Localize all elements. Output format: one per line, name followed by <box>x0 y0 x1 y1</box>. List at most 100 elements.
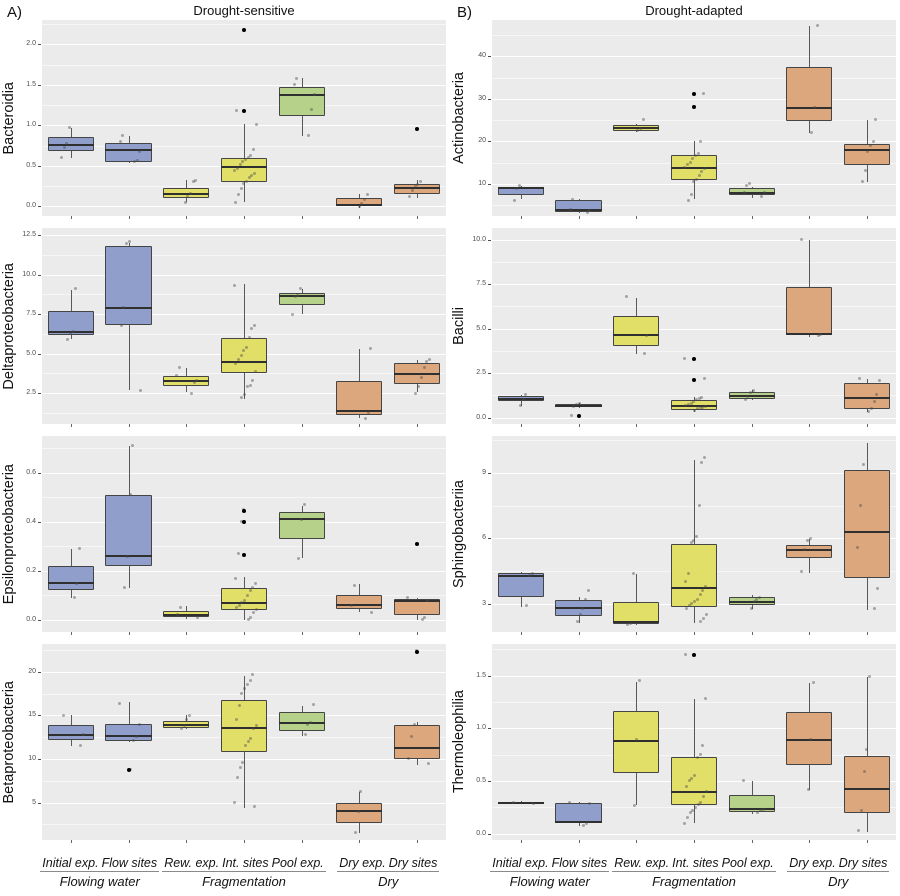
minor-gridline <box>42 546 446 548</box>
x-group-label: Fragmentation <box>652 874 736 889</box>
jitter-point <box>243 393 247 397</box>
x-tick-mark <box>578 424 580 427</box>
box <box>336 802 383 823</box>
y-tick-column: 0.0 0.5 1.0 1.5 <box>467 644 492 840</box>
x-category-label: Int. sites <box>672 856 719 870</box>
median-line <box>278 294 325 297</box>
jitter-point <box>363 198 367 202</box>
column-title-drought-adapted: Drought-adapted <box>645 3 743 18</box>
jitter-point <box>370 610 374 614</box>
jitter-point <box>241 760 245 764</box>
jitter-point <box>698 406 702 410</box>
y-tick-label: 1.5 <box>476 671 486 679</box>
y-tick-column: 2.5 5.0 7.5 10.0 12.5 <box>17 228 42 424</box>
y-tick-mark <box>488 833 491 835</box>
x-tick-mark <box>636 632 638 635</box>
jitter-point <box>800 569 804 573</box>
jitter-point <box>427 358 431 362</box>
jitter-point <box>420 618 424 622</box>
major-gridline <box>42 44 446 46</box>
median-line <box>728 808 775 811</box>
box <box>220 699 268 753</box>
y-tick-column: 3 6 9 <box>467 436 492 632</box>
jitter-point <box>810 131 814 135</box>
jitter-point <box>625 295 629 299</box>
y-tick-mark <box>38 353 41 355</box>
x-tick-mark <box>520 424 522 427</box>
jitter-point <box>412 722 416 726</box>
x-category-underline: Initial exp. Flow sites <box>40 856 160 872</box>
jitter-point <box>518 184 522 188</box>
jitter-point <box>233 284 237 288</box>
y-tick-mark <box>488 284 491 286</box>
jitter-point <box>638 679 642 683</box>
x-category-label: Rew. exp. <box>164 856 220 870</box>
jitter-point <box>235 109 238 113</box>
jitter-point <box>246 618 250 622</box>
panel-deltaproteobacteria: Deltaproteobacteria 2.5 5.0 7.5 10.0 12.5 <box>0 228 450 427</box>
x-tick-mark <box>694 424 695 427</box>
jitter-point <box>531 801 535 805</box>
jitter-point <box>253 581 257 585</box>
jitter-point <box>683 821 687 825</box>
jitter-point <box>254 122 258 126</box>
box <box>670 756 718 806</box>
major-gridline <box>42 84 446 86</box>
jitter-point <box>189 391 193 395</box>
median-line <box>220 360 268 363</box>
jitter-point <box>583 597 587 601</box>
median-line <box>336 203 383 206</box>
jitter-point <box>703 456 706 460</box>
y-tick-mark <box>488 728 491 730</box>
x-tick-mark <box>417 424 419 427</box>
x-tick-mark <box>867 424 869 427</box>
jitter-point <box>188 191 192 195</box>
jitter-point <box>746 394 750 398</box>
jitter-point <box>631 571 635 575</box>
jitter-point <box>859 504 863 508</box>
jitter-point <box>697 504 701 508</box>
y-tick-mark <box>38 393 41 395</box>
jitter-point <box>238 766 242 770</box>
jitter-point <box>128 493 132 497</box>
jitter-point <box>587 801 591 805</box>
jitter-point <box>692 179 696 183</box>
column-b-header: B) Drought-adapted <box>450 0 900 21</box>
x-tick-mark <box>867 840 869 843</box>
median-line <box>105 735 152 738</box>
jitter-point <box>240 601 244 605</box>
jitter-point <box>695 597 699 601</box>
median-line <box>555 821 602 824</box>
jitter-point <box>192 380 196 384</box>
median-line <box>394 373 441 376</box>
jitter-point <box>409 734 413 738</box>
box <box>47 725 94 740</box>
y-tick-mark <box>38 521 41 523</box>
jitter-point <box>799 238 803 242</box>
median-line <box>47 582 94 584</box>
x-tick-mark <box>128 632 130 635</box>
jitter-point <box>685 784 688 788</box>
jitter-point <box>237 704 241 708</box>
jitter-point <box>642 352 646 356</box>
jitter-point <box>588 209 592 213</box>
y-axis-label: Bacilli <box>450 307 467 345</box>
jitter-point <box>626 622 630 626</box>
jitter-point <box>247 336 251 340</box>
y-tick-column: 0.0 2.5 5.0 7.5 10.0 <box>467 228 492 424</box>
jitter-point <box>703 167 706 171</box>
jitter-point <box>425 360 429 364</box>
median-line <box>336 604 383 607</box>
jitter-point <box>874 117 878 121</box>
y-tick-mark <box>38 671 41 673</box>
jitter-point <box>69 331 73 335</box>
jitter-point <box>515 186 519 190</box>
y-tick-label: 0.0 <box>26 202 36 210</box>
x-tick-mark <box>751 632 753 635</box>
x-category-underline: Dry exp. Dry sites <box>787 856 890 872</box>
x-tick-mark <box>70 216 72 219</box>
jitter-point <box>307 134 311 138</box>
y-tick-mark <box>38 619 41 621</box>
y-axis-label-column: Betaproteobacteria <box>0 644 17 840</box>
jitter-point <box>685 606 688 610</box>
